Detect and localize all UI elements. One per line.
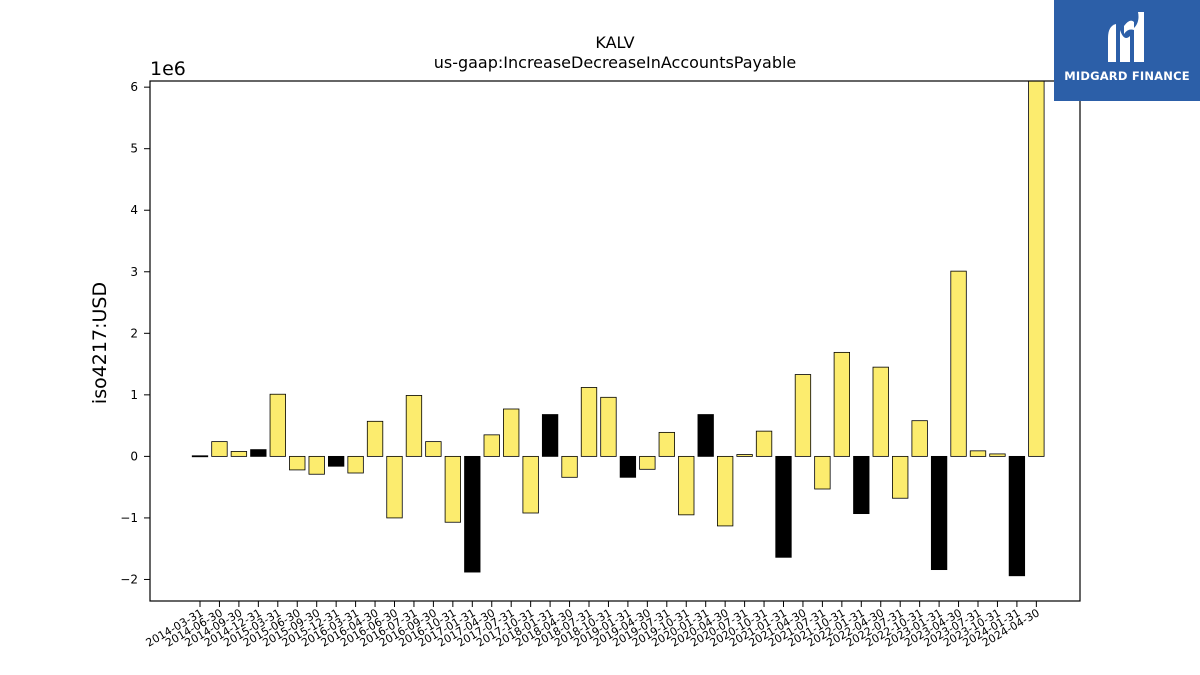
bar-2017-04-30 bbox=[483, 434, 500, 457]
bar-2020-10-31 bbox=[755, 430, 773, 457]
bar-2014-12-31 bbox=[250, 449, 267, 457]
bar-2021-04-30 bbox=[794, 374, 812, 457]
bar-2016-09-30 bbox=[425, 441, 442, 457]
bar-2016-07-31 bbox=[405, 395, 423, 457]
y-tick-label: 5 bbox=[130, 142, 138, 156]
chart-subtitle: us-gaap:IncreaseDecreaseInAccountsPayabl… bbox=[434, 53, 797, 72]
y-axis: −2 −1 0 1 2 3 4 5 6 bbox=[120, 80, 150, 586]
plot-frame bbox=[149, 80, 1081, 602]
bar-2019-10-31 bbox=[678, 455, 695, 516]
bar-2019-07-31 bbox=[658, 431, 675, 457]
y-tick-label: 4 bbox=[130, 203, 138, 217]
y-axis-label: iso4217:USD bbox=[89, 282, 111, 404]
y-tick-label: 3 bbox=[130, 265, 138, 279]
y-tick-label: 2 bbox=[130, 326, 138, 340]
midgard-logo-icon bbox=[1108, 12, 1144, 62]
bar-2020-07-31 bbox=[736, 454, 753, 457]
y-tick-label: −2 bbox=[120, 572, 138, 586]
bar-2023-10-31 bbox=[989, 453, 1006, 457]
bar-2023-07-31 bbox=[969, 450, 987, 457]
logo-text: MIDGARD FINANCE bbox=[1064, 69, 1190, 83]
bar-2018-07-31 bbox=[580, 387, 598, 457]
bar-2016-04-30 bbox=[366, 420, 384, 457]
bar-2017-10-31 bbox=[522, 455, 539, 514]
bar-2018-10-31 bbox=[600, 396, 617, 457]
y-tick-label: 1 bbox=[130, 388, 138, 402]
bar-2015-09-30 bbox=[308, 455, 325, 475]
bar-2023-01-31 bbox=[930, 455, 948, 571]
bar-2020-01-31 bbox=[697, 414, 714, 457]
bar-2018-04-30 bbox=[561, 455, 578, 478]
y-multiplier-label: 1e6 bbox=[150, 58, 186, 80]
bar-2016-03-31 bbox=[347, 455, 364, 474]
bar-2021-07-31 bbox=[814, 455, 831, 490]
bar-2023-04-30 bbox=[950, 270, 967, 457]
bar-2019-01-31 bbox=[619, 455, 637, 478]
bar-2015-06-30 bbox=[289, 455, 306, 471]
bar-2019-04-30 bbox=[639, 455, 656, 470]
x-axis: 2014-03-312014-06-302014-09-302014-12-31… bbox=[144, 601, 1042, 650]
bar-2014-09-30 bbox=[230, 451, 248, 457]
y-tick-label: 6 bbox=[130, 80, 138, 94]
bar-2017-01-31 bbox=[464, 455, 481, 573]
bar-2014-06-30 bbox=[211, 441, 228, 457]
y-tick-label: 0 bbox=[130, 449, 138, 463]
bar-2015-03-31 bbox=[269, 393, 286, 457]
bar-2015-12-31 bbox=[327, 455, 345, 467]
bar-2020-04-30 bbox=[717, 455, 734, 527]
bars-group bbox=[191, 80, 1045, 577]
bar-2016-10-31 bbox=[444, 455, 462, 523]
brand-logo: MIDGARD FINANCE bbox=[1054, 0, 1200, 101]
bar-2021-10-31 bbox=[833, 351, 850, 457]
bar-2016-06-30 bbox=[386, 455, 403, 519]
bar-2024-01-31 bbox=[1008, 455, 1026, 577]
bar-2021-01-31 bbox=[775, 455, 792, 558]
bar-2022-04-30 bbox=[872, 366, 889, 457]
bar-2017-07-31 bbox=[503, 408, 520, 457]
chart-title: KALV bbox=[595, 33, 634, 52]
y-tick-label: −1 bbox=[120, 511, 138, 525]
bar-2022-01-31 bbox=[853, 455, 870, 515]
bar-2024-04-30 bbox=[1028, 80, 1045, 457]
bar-2018-01-31 bbox=[541, 414, 559, 457]
bar-2014-03-31 bbox=[191, 455, 209, 458]
bar-2022-07-31 bbox=[892, 455, 909, 499]
bar-2022-10-31 bbox=[911, 420, 928, 457]
